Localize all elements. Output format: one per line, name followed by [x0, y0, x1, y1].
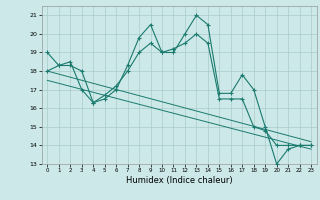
X-axis label: Humidex (Indice chaleur): Humidex (Indice chaleur) [126, 176, 233, 185]
